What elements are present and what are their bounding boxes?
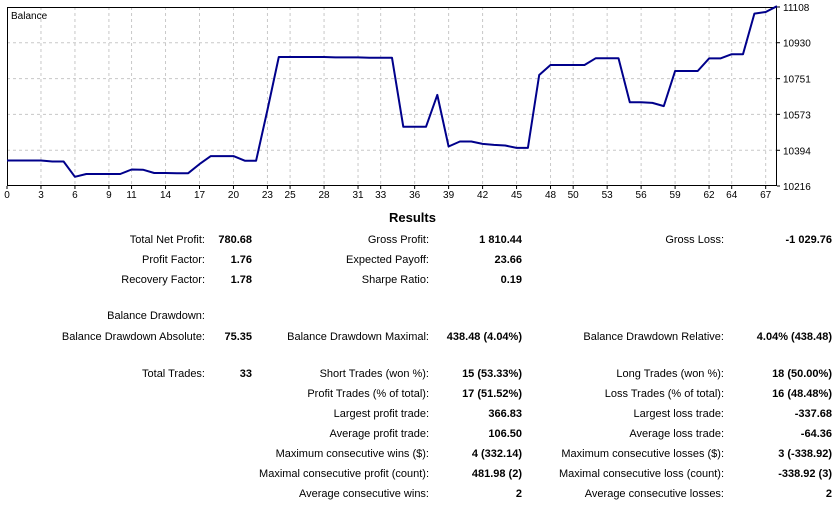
result-value: -337.68 — [794, 408, 832, 420]
x-tick-label: 36 — [409, 190, 421, 201]
result-value: -338.92 (3) — [778, 468, 832, 480]
result-label: Balance Drawdown: — [107, 310, 205, 322]
x-tick-label: 14 — [160, 190, 172, 201]
x-tick-label: 0 — [4, 190, 10, 201]
result-value: 16 (48.48%) — [772, 388, 832, 400]
result-value: 17 (51.52%) — [462, 388, 522, 400]
result-label: Balance Drawdown Maximal: — [287, 331, 429, 343]
result-value: 33 — [239, 368, 252, 380]
y-tick-label: 10930 — [783, 39, 811, 50]
result-label: Balance Drawdown Relative: — [583, 331, 724, 343]
result-value: 2 — [515, 488, 522, 500]
result-label: Total Net Profit: — [129, 234, 205, 246]
balance-chart: 11108 10930 10751 10573 10394 10216 0 3 6 9 11 14 17… — [0, 0, 840, 206]
result-label: Sharpe Ratio: — [361, 274, 429, 286]
result-label: Total Trades: — [142, 368, 205, 380]
x-tick-label: 64 — [726, 190, 738, 201]
x-tick-label: 56 — [636, 190, 648, 201]
result-label: Short Trades (won %): — [319, 368, 429, 380]
result-value: 4.04% (438.48) — [756, 331, 832, 343]
y-tick-label: 10573 — [783, 110, 811, 121]
result-value: -64.36 — [800, 428, 832, 440]
x-tick-label: 67 — [760, 190, 772, 201]
result-label: Average consecutive wins: — [298, 488, 429, 500]
result-label: Recovery Factor: — [121, 274, 205, 286]
result-label: Maximum consecutive wins ($): — [275, 448, 429, 460]
result-label: Expected Payoff: — [346, 254, 429, 266]
x-tick-label: 6 — [72, 190, 78, 201]
result-value: 2 — [825, 488, 832, 500]
result-label: Maximum consecutive losses ($): — [561, 448, 724, 460]
result-label: Gross Loss: — [665, 234, 724, 246]
result-value: 4 (332.14) — [471, 448, 522, 460]
result-value: 1 810.44 — [479, 234, 522, 246]
x-tick-label: 48 — [545, 190, 557, 201]
result-label: Profit Trades (% of total): — [307, 388, 429, 400]
result-value: 438.48 (4.04%) — [446, 331, 522, 343]
x-tick-label: 3 — [38, 190, 44, 201]
result-label: Long Trades (won %): — [616, 368, 724, 380]
result-value: 366.83 — [488, 408, 522, 420]
x-tick-label: 33 — [375, 190, 387, 201]
x-tick-label: 45 — [511, 190, 523, 201]
x-tick-label: 11 — [126, 190, 137, 201]
result-value: 1.76 — [230, 254, 252, 266]
x-tick-label: 59 — [670, 190, 682, 201]
result-label: Gross Profit: — [367, 234, 429, 246]
results-title: Results — [389, 210, 436, 225]
y-tick-label: 10216 — [783, 182, 811, 193]
balance-line — [7, 5, 778, 178]
result-value: -1 029.76 — [785, 234, 832, 246]
x-tick-label: 28 — [318, 190, 330, 201]
chart-title: Balance — [11, 11, 48, 22]
x-tick-label: 42 — [477, 190, 489, 201]
x-tick-label: 31 — [352, 190, 364, 201]
result-label: Average consecutive losses: — [584, 488, 724, 500]
result-value: 1.78 — [230, 274, 252, 286]
result-value: 23.66 — [494, 254, 522, 266]
plot-border — [7, 7, 777, 186]
x-tick-label: 62 — [703, 190, 715, 201]
x-tick-label: 25 — [285, 190, 297, 201]
x-tick-label: 39 — [443, 190, 455, 201]
result-value: 15 (53.33%) — [462, 368, 522, 380]
x-tick-label: 50 — [568, 190, 580, 201]
result-label: Profit Factor: — [142, 254, 205, 266]
result-label: Largest loss trade: — [633, 408, 725, 420]
result-label: Maximal consecutive profit (count): — [259, 468, 429, 480]
y-tick-label: 11108 — [783, 3, 810, 14]
result-label: Maximal consecutive loss (count): — [558, 468, 724, 480]
result-label: Balance Drawdown Absolute: — [61, 331, 205, 343]
result-value: 18 (50.00%) — [772, 368, 832, 380]
result-value: 75.35 — [224, 331, 252, 343]
result-value: 0.19 — [500, 274, 522, 286]
y-tick-label: 10751 — [783, 75, 811, 86]
result-label: Largest profit trade: — [333, 408, 429, 420]
result-value: 106.50 — [488, 428, 522, 440]
plot-area — [7, 7, 777, 186]
result-value: 780.68 — [218, 234, 252, 246]
result-label: Loss Trades (% of total): — [604, 388, 724, 400]
y-tick-label: 10394 — [783, 146, 811, 157]
x-tick-label: 9 — [106, 190, 112, 201]
result-value: 481.98 (2) — [471, 468, 522, 480]
result-value: 3 (-338.92) — [778, 448, 832, 460]
x-tick-label: 53 — [602, 190, 614, 201]
result-label: Average profit trade: — [329, 428, 429, 440]
x-tick-label: 23 — [262, 190, 274, 201]
result-label: Average loss trade: — [629, 428, 724, 440]
x-tick-label: 20 — [228, 190, 240, 201]
x-tick-label: 17 — [194, 190, 206, 201]
